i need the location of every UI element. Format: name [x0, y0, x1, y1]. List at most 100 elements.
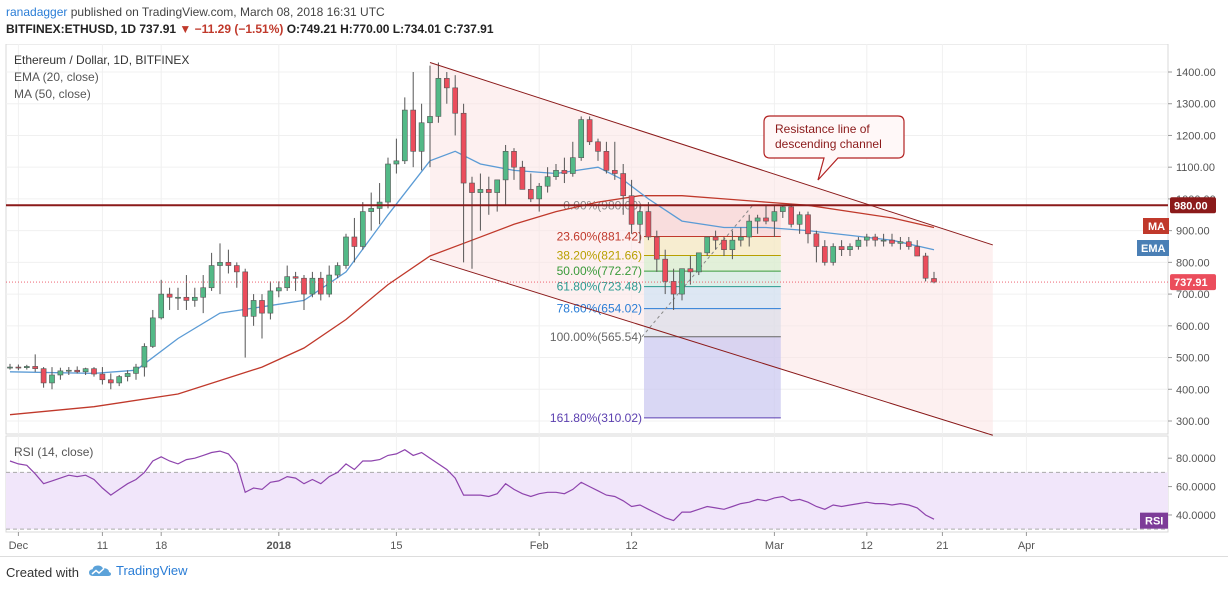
candle-body — [889, 239, 895, 244]
chart-canvas[interactable]: 0.00%(980.00)23.60%(881.42)38.20%(821.66… — [0, 44, 1228, 556]
price-axis[interactable]: 300.00 400.00 500.00 600.00 700.00 800.00 900.… — [1137, 67, 1216, 428]
candle-body — [99, 373, 106, 381]
candle-body — [662, 258, 669, 282]
candle — [687, 256, 694, 285]
ticker-info: BITFINEX:ETHUSD, 1D 737.91 ▼ −11.29 (−1.… — [6, 22, 494, 36]
candle-body — [779, 206, 786, 212]
channel-upper-line — [429, 62, 993, 246]
footer: Created with TradingView — [0, 556, 1228, 590]
candle — [242, 268, 249, 358]
candle-body — [611, 170, 618, 174]
candle — [889, 233, 895, 247]
candle — [645, 202, 652, 241]
candle — [620, 164, 627, 215]
candle — [779, 205, 786, 218]
candle-body — [427, 116, 433, 124]
candle-body — [166, 293, 173, 298]
tradingview-brand[interactable]: TradingView — [88, 563, 188, 578]
resistance-price-tag-bg — [1170, 197, 1216, 214]
candle-body — [23, 366, 30, 368]
candle-body — [317, 277, 324, 295]
candle-body — [452, 87, 459, 114]
candle-body — [368, 208, 375, 212]
candle — [813, 230, 820, 263]
fib-level-label: 100.00%(565.54) — [550, 330, 642, 344]
time-tick-label: 12 — [861, 540, 873, 552]
candle — [763, 205, 769, 225]
candle-body — [536, 185, 543, 200]
cloud-logo-icon — [89, 565, 111, 576]
price-tick-label: 1300.00 — [1176, 99, 1216, 111]
fib-zone — [644, 308, 781, 337]
price-tick-label: 600.00 — [1176, 321, 1210, 333]
candle — [15, 364, 22, 371]
candle — [704, 236, 711, 257]
candle — [746, 214, 753, 247]
candle-body — [7, 366, 13, 369]
candle — [275, 281, 282, 298]
candle-body — [771, 211, 778, 222]
candle-body — [729, 239, 736, 250]
candle-body — [326, 274, 333, 295]
time-axis[interactable]: Dec 11 18 2018 15 Feb 12 Mar 12 21 Apr — [9, 532, 1036, 552]
candle — [914, 240, 921, 257]
current-price-tag: 737.91 — [1174, 277, 1208, 289]
candle — [217, 243, 223, 295]
candle — [401, 97, 408, 165]
candle — [905, 236, 912, 250]
rsi-tick-label: 60.0000 — [1176, 482, 1216, 494]
author-link[interactable]: ranadagger — [6, 5, 68, 19]
candle-body — [191, 296, 198, 301]
price-change: −11.29 (−1.51%) — [194, 22, 284, 36]
candle-body — [620, 173, 627, 197]
last-price: 737.91 — [139, 22, 177, 36]
candle — [343, 233, 349, 269]
ema-20-line — [9, 150, 935, 375]
candle-body — [284, 276, 291, 289]
candle-body — [133, 366, 139, 374]
candle — [611, 141, 618, 180]
candle-body — [477, 189, 484, 193]
candle-body — [813, 233, 820, 247]
candle-body — [561, 170, 568, 174]
rsi-indicator — [6, 449, 1168, 530]
candle-body — [435, 78, 442, 117]
candle-body — [158, 293, 165, 319]
candle — [133, 363, 139, 380]
candle — [284, 265, 291, 291]
candle — [334, 262, 341, 279]
candle — [561, 157, 568, 184]
candle — [124, 370, 131, 382]
candle-body — [553, 170, 559, 178]
rsi-band — [6, 472, 1168, 530]
candle — [628, 179, 635, 234]
candle — [418, 103, 425, 171]
candle — [796, 211, 803, 234]
candle-body — [485, 189, 492, 193]
candle — [166, 287, 173, 310]
resistance-annotation[interactable]: Resistance line of descending channel — [763, 115, 905, 181]
rsi-legend: RSI (14, close) — [14, 445, 93, 459]
candlesticks — [7, 62, 937, 390]
candle-body — [838, 246, 845, 250]
candle — [141, 343, 148, 377]
candle-body — [569, 157, 576, 174]
candle — [200, 275, 207, 314]
candle-body — [334, 265, 341, 276]
candle-body — [259, 300, 265, 314]
candle — [863, 233, 870, 247]
rsi-axis[interactable]: 40.0000 60.0000 80.0000 RSI — [1140, 453, 1216, 529]
fibonacci-retracement: 0.00%(980.00)23.60%(881.42)38.20%(821.66… — [550, 198, 781, 425]
candle-body — [603, 151, 610, 171]
fib-level-label: 23.60%(881.42) — [557, 230, 642, 244]
candle — [578, 116, 585, 161]
time-tick-label: 18 — [155, 540, 167, 552]
time-tick-label: 11 — [97, 540, 108, 552]
candle — [99, 367, 106, 385]
time-tick-label: Dec — [9, 540, 29, 552]
ma-tag: MA — [1148, 221, 1165, 233]
candle — [208, 252, 215, 291]
price-tick-label: 800.00 — [1176, 257, 1210, 269]
candle-body — [292, 276, 299, 279]
candle-body — [385, 163, 391, 203]
